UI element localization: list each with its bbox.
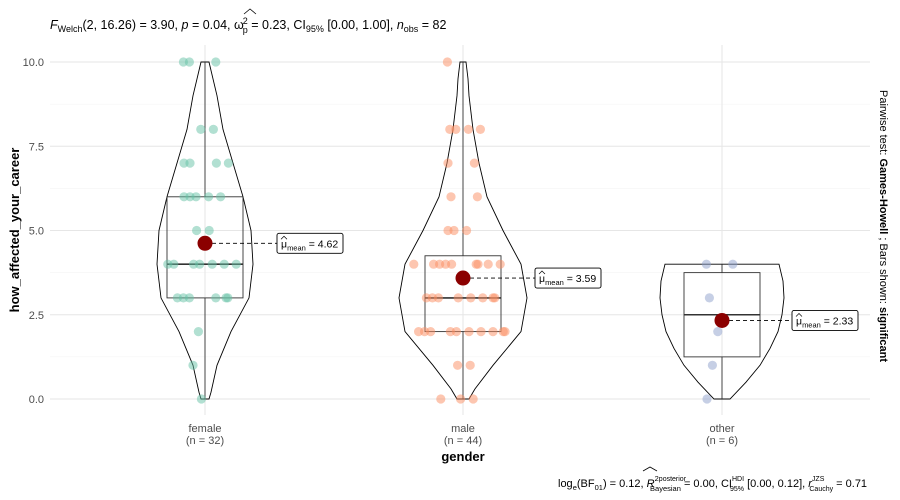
data-point bbox=[443, 158, 453, 168]
mean-label-box bbox=[534, 267, 602, 289]
data-point bbox=[421, 293, 431, 303]
x-tick-labels: female(n = 32) male(n = 44) other(n = 6) bbox=[186, 423, 738, 447]
means: μmean = 4.62 μmean = 3.59 μmean = 2.33 bbox=[197, 232, 859, 331]
data-point bbox=[704, 293, 715, 303]
data-point bbox=[179, 192, 189, 202]
x-tick-count: (n = 6) bbox=[706, 435, 738, 447]
data-point bbox=[456, 394, 466, 404]
mean-hat bbox=[280, 235, 288, 240]
data-point bbox=[464, 327, 474, 337]
points bbox=[163, 57, 738, 404]
data-point bbox=[445, 124, 455, 134]
mean-label: μmean = 3.59 bbox=[539, 273, 596, 287]
mean-label-box bbox=[791, 310, 859, 331]
mean-point-other bbox=[714, 312, 730, 328]
mean-label: μmean = 4.62 bbox=[281, 238, 338, 252]
data-point bbox=[442, 57, 452, 67]
data-point bbox=[446, 192, 456, 202]
data-point bbox=[207, 259, 217, 269]
data-point bbox=[172, 293, 182, 303]
x-tick-count: (n = 44) bbox=[444, 435, 482, 447]
data-point bbox=[211, 293, 221, 303]
mean-label-box bbox=[276, 232, 344, 254]
data-point bbox=[469, 158, 479, 168]
mean-hat bbox=[538, 270, 546, 275]
data-point bbox=[188, 360, 198, 370]
data-point bbox=[498, 327, 508, 337]
data-point bbox=[483, 259, 493, 269]
data-point bbox=[466, 293, 476, 303]
data-point bbox=[204, 192, 214, 202]
data-point bbox=[443, 225, 453, 236]
data-point bbox=[178, 57, 188, 67]
data-point bbox=[216, 192, 226, 202]
data-point bbox=[231, 259, 241, 269]
y-tick-label: 2.5 bbox=[29, 310, 44, 322]
violin-other bbox=[659, 263, 785, 400]
data-point bbox=[707, 360, 718, 370]
mean-hat bbox=[795, 312, 803, 317]
data-point bbox=[713, 327, 723, 337]
x-tick-label: female bbox=[188, 423, 221, 435]
y-tick-label: 10.0 bbox=[23, 57, 44, 69]
data-point bbox=[189, 259, 199, 269]
data-point bbox=[211, 57, 221, 67]
y-axis-title: how_affected_your_career bbox=[7, 148, 22, 313]
x-axis-title: gender bbox=[441, 449, 484, 464]
data-point bbox=[196, 394, 206, 404]
data-point bbox=[462, 225, 472, 236]
data-point bbox=[179, 158, 189, 168]
data-point bbox=[476, 327, 486, 337]
data-point bbox=[414, 327, 424, 337]
data-point bbox=[702, 394, 712, 404]
data-point bbox=[223, 158, 233, 168]
grid bbox=[50, 45, 870, 415]
data-point bbox=[495, 259, 505, 269]
r2-hat bbox=[642, 466, 658, 472]
data-point bbox=[728, 259, 738, 269]
data-point bbox=[453, 293, 463, 303]
data-point bbox=[219, 259, 229, 269]
data-point bbox=[409, 259, 419, 269]
data-point bbox=[163, 259, 173, 269]
data-point bbox=[488, 293, 498, 303]
data-point bbox=[471, 259, 481, 269]
pairwise-label: Pairwise test: Games-Howell ; Bars shown… bbox=[877, 90, 889, 362]
data-point bbox=[465, 360, 475, 370]
data-point bbox=[453, 360, 463, 370]
data-point bbox=[475, 124, 485, 134]
x-tick-label: male bbox=[451, 423, 475, 435]
data-point bbox=[204, 225, 214, 236]
data-point bbox=[192, 225, 202, 236]
data-point bbox=[429, 259, 439, 269]
mean-point-female bbox=[197, 235, 213, 251]
mean-label: μmean = 2.33 bbox=[796, 315, 853, 329]
data-point bbox=[463, 124, 473, 134]
y-tick-label: 7.5 bbox=[29, 141, 44, 153]
subtitle: FWelch(2, 16.26) = 3.90, p = 0.04, ω2 p =… bbox=[50, 16, 446, 35]
data-point bbox=[193, 327, 203, 337]
y-tick-labels: 0.0 2.5 5.0 7.5 10.0 bbox=[23, 57, 44, 406]
data-point bbox=[478, 293, 488, 303]
data-point bbox=[211, 158, 221, 168]
data-point bbox=[488, 327, 498, 337]
x-tick-count: (n = 32) bbox=[186, 435, 224, 447]
data-point bbox=[468, 394, 478, 404]
data-point bbox=[445, 327, 455, 337]
y-tick-label: 5.0 bbox=[29, 226, 44, 238]
data-point bbox=[196, 124, 206, 134]
x-tick-label: other bbox=[709, 423, 734, 435]
data-point bbox=[701, 259, 712, 269]
omega-hat bbox=[243, 8, 257, 15]
mean-point-male bbox=[455, 270, 471, 286]
data-point bbox=[472, 192, 482, 202]
data-point bbox=[436, 394, 446, 404]
data-point bbox=[221, 293, 231, 303]
caption: loge(BF01) = 0.12, R2posterior Bayesian =… bbox=[558, 474, 867, 493]
data-point bbox=[208, 124, 218, 134]
y-tick-label: 0.0 bbox=[29, 394, 44, 406]
